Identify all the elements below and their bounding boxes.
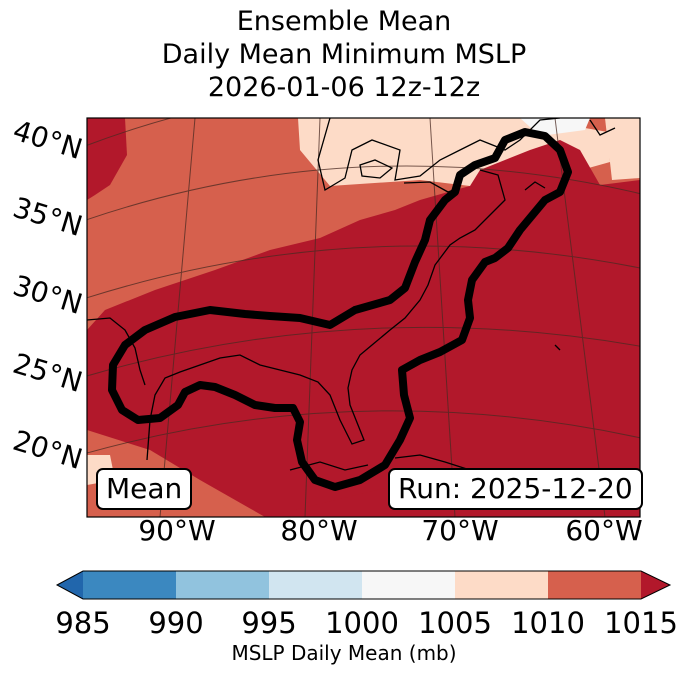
colorbar-label: MSLP Daily Mean (mb) (231, 641, 457, 665)
colorbar-under-arrow (57, 571, 83, 599)
colorbar-tick-995: 995 (241, 606, 297, 640)
colorbar-bin-1010-1015 (548, 571, 641, 599)
colorbar-tick-990: 990 (148, 606, 204, 640)
mslp-contour-line (108, 128, 572, 491)
colorbar-bin-1000-1005 (362, 571, 455, 599)
lon-label-90w: 90°W (138, 514, 216, 547)
colorbar-bin-1005-1010 (455, 571, 548, 599)
coastlines (87, 118, 616, 489)
map-panel (87, 118, 640, 517)
colorbar-bin-995-1000 (269, 571, 362, 599)
colorbar-bin-985-990 (83, 571, 176, 599)
colorbar-tick-1010: 1010 (511, 606, 585, 640)
title-line-1: Ensemble Mean (236, 6, 452, 37)
colorbar-tick-985: 985 (55, 606, 111, 640)
colorbar (55, 570, 672, 600)
title-line-3: 2026-01-06 12z-12z (207, 72, 481, 103)
colorbar-tick-1000: 1000 (325, 606, 399, 640)
colorbar-over-arrow (641, 571, 670, 599)
mslp-field-1005-1010-ne (605, 118, 640, 180)
lon-label-80w: 80°W (280, 514, 358, 547)
mean-label-box: Mean (96, 468, 193, 510)
colorbar-tick-1015: 1015 (604, 606, 678, 640)
colorbar-tick-1005: 1005 (418, 606, 492, 640)
mslp-field-over-1015-nw (87, 118, 127, 200)
lon-label-60w: 60°W (565, 514, 643, 547)
colorbar-bin-990-995 (176, 571, 269, 599)
colorbar-outline (55, 570, 672, 600)
map-frame (86, 117, 641, 518)
run-date-box: Run: 2025-12-20 (388, 468, 643, 510)
title-line-2: Daily Mean Minimum MSLP (161, 39, 527, 70)
lon-label-70w: 70°W (421, 514, 499, 547)
